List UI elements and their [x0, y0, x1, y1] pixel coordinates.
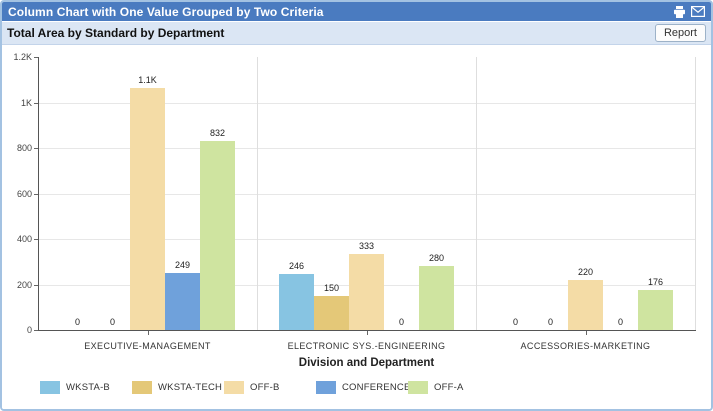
bar-value-label: 150 [323, 282, 340, 293]
report-button[interactable]: Report [654, 24, 706, 42]
y-axis-tick [34, 193, 38, 195]
legend-swatch[interactable] [224, 381, 244, 394]
bar-value-label: 0 [547, 317, 553, 327]
x-axis-line [38, 330, 696, 331]
legend-item-CONFERENCE[interactable]: CONFERENCE [316, 381, 411, 394]
legend-swatch[interactable] [40, 381, 60, 394]
bar-value-label: 1.1K [138, 75, 157, 86]
legend-label: WKSTA-TECH [158, 382, 223, 393]
x-axis-category-label: EXECUTIVE-MANAGEMENT [84, 341, 211, 351]
bar-OFF-B[interactable] [568, 279, 603, 330]
x-axis-tick [585, 331, 587, 335]
y-axis-tick-label: 600 [16, 188, 32, 199]
legend-item-WKSTA-B[interactable]: WKSTA-B [40, 381, 132, 394]
bar-OFF-A[interactable] [419, 266, 454, 330]
group-separator [695, 57, 696, 330]
gridline [38, 193, 695, 195]
window-title: Column Chart with One Value Grouped by T… [8, 4, 324, 19]
bar-value-label: 0 [617, 317, 623, 327]
gridline [38, 148, 695, 149]
bar-value-label: 220 [577, 266, 594, 277]
group-separator [257, 57, 258, 330]
x-axis-category-label: ACCESSORIES-MARKETING [520, 341, 651, 351]
chart-header: Total Area by Standard by Department Rep… [2, 22, 711, 45]
y-axis-tick-label: 0 [26, 325, 32, 335]
bar-value-label: 333 [358, 241, 375, 252]
bar-value-label: 249 [174, 260, 191, 271]
y-axis-tick-label: 200 [16, 279, 32, 290]
legend-label: OFF-A [434, 382, 464, 393]
legend-swatch[interactable] [408, 381, 428, 394]
bar-CONFERENCE[interactable] [165, 273, 200, 330]
group-separator [476, 57, 477, 330]
x-axis-tick [366, 331, 368, 335]
legend-label: CONFERENCE [342, 382, 411, 393]
chart-title: Total Area by Standard by Department [7, 26, 225, 40]
chart-legend: WKSTA-B WKSTA-TECH OFF-B CONFERENCE OFF-A [40, 381, 500, 394]
bar-value-label: 176 [647, 276, 664, 287]
y-axis-line [38, 57, 39, 331]
bar-OFF-B[interactable] [349, 254, 384, 330]
chart-area: Division and Department WKSTA-B WKSTA-TEC… [2, 45, 711, 409]
y-axis-tick [34, 330, 38, 331]
gridline [38, 239, 695, 240]
y-axis-tick-label: 400 [16, 234, 32, 244]
x-axis-tick [147, 331, 149, 335]
titlebar-icons [673, 5, 705, 18]
y-axis-tick [34, 284, 38, 286]
bar-WKSTA-B[interactable] [279, 274, 314, 330]
bar-value-label: 0 [109, 317, 115, 327]
window-titlebar: Column Chart with One Value Grouped by T… [2, 2, 711, 21]
legend-swatch[interactable] [316, 381, 336, 394]
bar-WKSTA-TECH[interactable] [314, 295, 349, 330]
legend-item-WKSTA-TECH[interactable]: WKSTA-TECH [132, 381, 224, 394]
gridline [38, 102, 695, 104]
y-axis-tick [34, 102, 38, 104]
bar-OFF-A[interactable] [200, 140, 235, 330]
y-axis-tick [34, 57, 38, 58]
y-axis-tick-label: 800 [16, 143, 32, 153]
bar-value-label: 246 [288, 261, 305, 272]
bar-OFF-A[interactable] [638, 289, 673, 330]
bar-value-label: 280 [428, 253, 445, 264]
bar-value-label: 0 [398, 317, 404, 327]
bar-OFF-B[interactable] [130, 88, 165, 330]
bar-value-label: 832 [209, 127, 226, 138]
y-axis-tick [34, 239, 38, 240]
y-axis-tick-label: 1K [20, 97, 32, 108]
legend-label: OFF-B [250, 382, 280, 393]
bar-value-label: 0 [74, 317, 80, 327]
y-axis-tick [34, 148, 38, 149]
x-axis-category-label: ELECTRONIC SYS.-ENGINEERING [287, 341, 446, 351]
print-icon[interactable] [673, 5, 686, 18]
email-icon[interactable] [691, 6, 705, 17]
legend-swatch[interactable] [132, 381, 152, 394]
legend-item-OFF-A[interactable]: OFF-A [408, 381, 500, 394]
legend-item-OFF-B[interactable]: OFF-B [224, 381, 316, 394]
y-axis-tick-label: 1.2K [13, 52, 32, 62]
legend-label: WKSTA-B [66, 382, 110, 393]
x-axis-title: Division and Department [298, 357, 435, 369]
bar-value-label: 0 [512, 317, 518, 327]
